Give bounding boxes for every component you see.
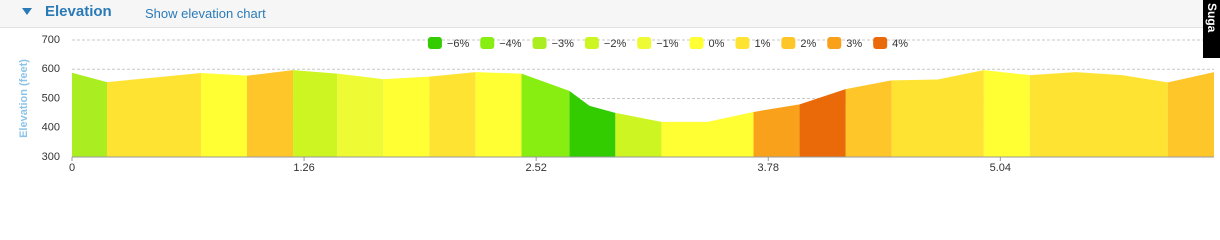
elevation-area	[521, 73, 570, 157]
x-tick-label: 3.78	[758, 162, 779, 174]
legend-swatch	[584, 37, 599, 49]
legend-label: −6%	[447, 38, 470, 50]
legend-swatch	[735, 37, 750, 49]
elevation-area	[569, 90, 616, 157]
show-chart-link[interactable]: Show elevation chart	[145, 6, 266, 21]
legend-label: 4%	[892, 38, 908, 50]
x-tick-label: 1.26	[293, 162, 314, 174]
y-tick-label: 700	[42, 34, 60, 46]
section-title: Elevation	[45, 3, 112, 20]
legend-label: 3%	[846, 38, 862, 50]
legend-swatch	[689, 37, 704, 49]
collapse-toggle[interactable]	[22, 8, 32, 15]
legend-label: 0%	[709, 38, 725, 50]
x-tick-label: 2.52	[525, 162, 546, 174]
y-tick-label: 600	[42, 63, 60, 75]
page: Elevation Show elevation chart 300 400 500…	[0, 0, 1220, 174]
side-tab[interactable]: Suga	[1203, 0, 1220, 58]
legend: −6% −4% −3% −2% −1% 0% 1% 2% 3% 4%	[427, 37, 908, 50]
chart: 300 400 500 600 700 0 1.26 2.52 3.78 5.04 Elevatio…	[18, 34, 1214, 174]
elevation-area	[753, 104, 800, 157]
elevation-area	[200, 70, 1030, 157]
elevation-area	[799, 89, 846, 157]
header-bar: Elevation Show elevation chart	[0, 0, 1220, 28]
legend-swatch	[532, 37, 547, 49]
legend-swatch	[827, 37, 842, 49]
legend-label: −1%	[656, 38, 679, 50]
legend-label: 2%	[800, 38, 816, 50]
legend-swatch	[873, 37, 888, 49]
y-tick-label: 300	[42, 151, 60, 163]
y-axis-label: Elevation (feet)	[18, 59, 30, 138]
elevation-area	[106, 70, 1168, 157]
legend-label: −3%	[552, 38, 575, 50]
legend-label: −2%	[604, 38, 627, 50]
y-tick-label: 500	[42, 92, 60, 104]
elevation-area	[72, 72, 107, 157]
legend-label: −4%	[499, 38, 522, 50]
legend-swatch	[781, 37, 796, 49]
side-tab-label: Suga	[1205, 3, 1219, 33]
elevation-area	[337, 73, 384, 157]
legend-swatch	[480, 37, 495, 49]
x-tick-label: 0	[69, 162, 75, 174]
y-tick-label: 400	[42, 122, 60, 134]
legend-label: 1%	[754, 38, 770, 50]
elevation-area	[293, 70, 662, 157]
legend-swatch	[637, 37, 652, 49]
legend-swatch	[427, 37, 442, 49]
x-tick-label: 5.04	[990, 162, 1011, 174]
